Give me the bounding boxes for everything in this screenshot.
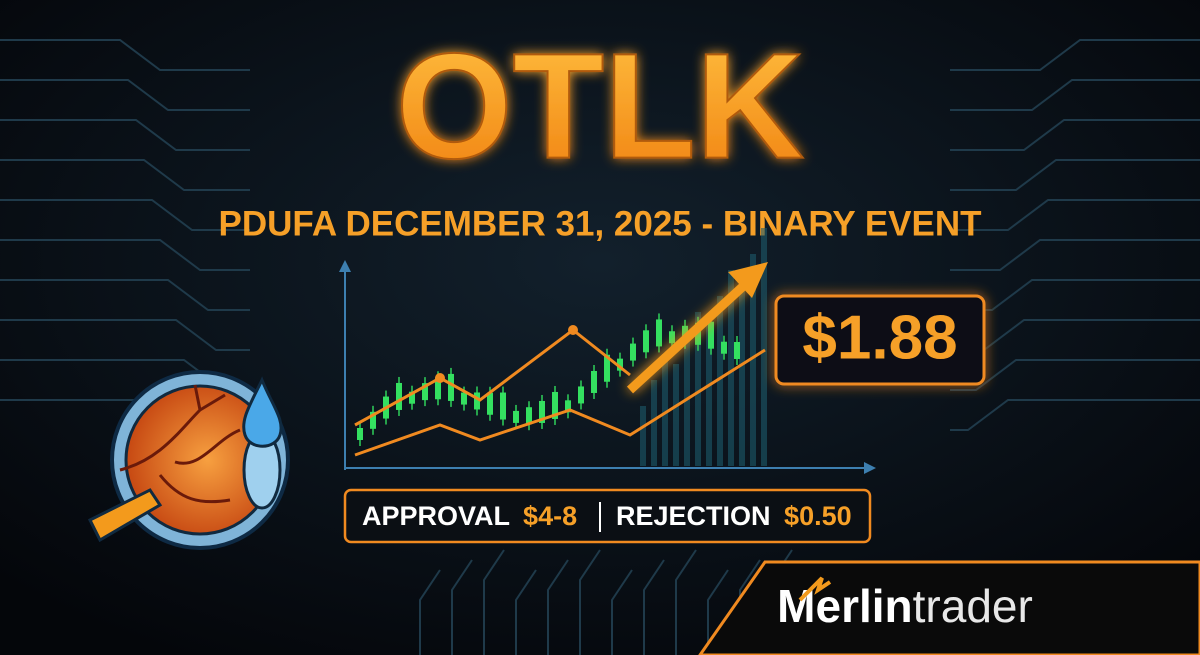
circuit: [611, 569, 633, 655]
rejection-value: $0.50: [784, 501, 852, 531]
volume-bar: [728, 270, 734, 466]
up-arrow: [626, 276, 754, 394]
candle: [396, 382, 402, 410]
circuit: [483, 549, 505, 655]
circuit: [547, 559, 569, 655]
circuit: [0, 119, 250, 151]
candle: [669, 331, 675, 344]
arrowhead: [339, 260, 351, 272]
brand: Merlintrader: [777, 580, 1033, 632]
circuit: [950, 159, 1200, 191]
volume-bar: [739, 280, 745, 466]
brand-swoosh: [798, 576, 832, 602]
circuit: [950, 119, 1200, 151]
price-box: [774, 294, 986, 386]
circuit: [675, 549, 697, 655]
circuit: [579, 549, 601, 655]
circuit: [950, 239, 1200, 271]
volume-bar: [717, 296, 723, 466]
brand-second: trader: [913, 580, 1033, 632]
candle: [604, 354, 610, 382]
candle: [617, 358, 623, 371]
candle: [565, 400, 571, 413]
circuit: [643, 559, 665, 655]
circuit: [950, 199, 1200, 231]
circuit: [707, 569, 729, 655]
circuit: [950, 79, 1200, 111]
candle: [474, 392, 480, 410]
volume-bar: [750, 254, 756, 466]
volume-bar: [684, 338, 690, 466]
volume-bar: [640, 406, 646, 466]
candle: [591, 370, 597, 393]
subtitle: PDUFA DECEMBER 31, 2025 - BINARY EVENT: [218, 204, 981, 243]
candle: [721, 341, 727, 354]
candle: [734, 341, 740, 359]
volume-bar: [673, 364, 679, 466]
point: [435, 373, 445, 383]
candle: [461, 392, 467, 405]
rejection-label: REJECTION: [616, 501, 771, 531]
circuit: [950, 399, 1200, 431]
candle: [552, 391, 558, 419]
circuit: [0, 79, 250, 111]
candle: [656, 319, 662, 347]
circuit: [0, 279, 250, 311]
candle: [513, 410, 519, 423]
candle: [578, 386, 584, 404]
eye-icon: [87, 370, 290, 550]
candle: [526, 407, 532, 425]
veins: [119, 384, 241, 504]
point: [568, 325, 578, 335]
candle: [448, 373, 454, 401]
circuit: [950, 359, 1200, 391]
candle: [708, 321, 714, 349]
scenario-box: [343, 488, 872, 544]
circuit: [515, 569, 537, 655]
decorative-chart: [339, 228, 876, 474]
arrowhead: [864, 462, 876, 474]
price: $1.88: [802, 303, 957, 372]
approval-value: $4-8: [523, 501, 577, 531]
candle: [357, 428, 363, 440]
volume-bar: [651, 380, 657, 466]
circuit: [0, 39, 250, 71]
ticker: OTLK: [396, 22, 804, 190]
circuit: [419, 569, 441, 655]
trend-line: [354, 348, 766, 457]
candle: [370, 411, 376, 429]
candle: [409, 391, 415, 404]
trend-line: [354, 328, 631, 427]
candle: [487, 392, 493, 415]
approval: APPROVAL $4-8: [362, 501, 577, 531]
candles: [357, 313, 740, 446]
circuit: [950, 39, 1200, 71]
circuit: [0, 239, 250, 271]
drop: [242, 376, 283, 448]
volume-bar: [761, 228, 767, 466]
approval-label: APPROVAL: [362, 501, 510, 531]
candle: [695, 322, 701, 345]
candle: [500, 392, 506, 420]
circuit: [0, 199, 250, 231]
up-arrow-head: [728, 262, 768, 298]
candle: [422, 383, 428, 401]
optic-nerve: [87, 488, 163, 543]
rejection: REJECTION $0.50: [616, 501, 852, 531]
volume-bar: [662, 354, 668, 466]
volume-bars: [640, 228, 767, 466]
brand-first: Merlin: [777, 580, 912, 632]
circuit: [0, 319, 250, 351]
candle: [630, 343, 636, 361]
candle: [435, 377, 441, 400]
candle: [643, 330, 649, 353]
volume-bar: [706, 322, 712, 466]
volume-bar: [695, 312, 701, 466]
candle: [539, 400, 545, 423]
circuit: [451, 559, 473, 655]
circuit: [0, 159, 250, 191]
